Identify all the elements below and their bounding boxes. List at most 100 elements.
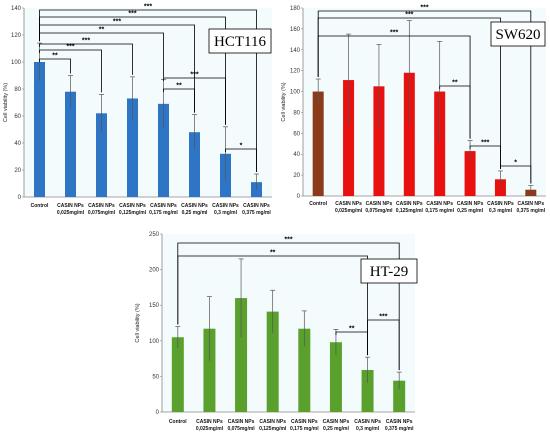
chart-title-box	[208, 28, 272, 54]
significance-label: **	[52, 53, 58, 60]
x-tick-label: CASIN NPs	[291, 419, 318, 425]
significance-bracket: *	[500, 160, 532, 184]
x-tick-label: CASIN NPs	[517, 201, 544, 207]
significance-bracket: ***	[39, 44, 102, 93]
x-tick-label: CASIN NPs	[181, 203, 208, 209]
sw620-chart: 0 20 40 60 80 100 120 140 160 180 Cell viability (…	[281, 5, 546, 214]
y-tick-label: 250	[149, 232, 160, 238]
y-tick-label: 160	[290, 27, 301, 33]
y-tick-label: 0	[156, 410, 160, 416]
x-tick-label: CASIN NPs	[426, 201, 453, 207]
significance-label: **	[270, 250, 276, 257]
x-tick-label: CASIN NPs	[335, 201, 362, 207]
significance-line	[163, 88, 195, 113]
y-tick-label: 120	[290, 69, 301, 75]
significance-bracket: **	[439, 80, 471, 139]
y-tick-label: 180	[290, 6, 301, 12]
x-tick-label: 0,025mg/ml	[196, 426, 224, 432]
significance-bracket: ***	[469, 140, 501, 169]
bar-4	[158, 103, 169, 197]
significance-line	[39, 58, 71, 74]
bar-6	[361, 369, 374, 412]
x-tick-label: 0,25 mg/ml	[182, 210, 208, 216]
y-axis-label: Cell viability (%)	[3, 83, 9, 122]
chart-title-box	[490, 21, 546, 47]
x-tick-label: 0,3 mg/ml	[489, 208, 513, 214]
x-tick-label: 0,375 mg/ml	[242, 210, 271, 216]
x-tick-label: 0,075mg/ml	[88, 210, 116, 216]
x-tick-label: CASIN NPs	[119, 203, 146, 209]
significance-label: ***	[128, 11, 136, 18]
bar-2	[373, 86, 385, 196]
bar-4	[298, 328, 311, 412]
significance-label: **	[349, 326, 355, 333]
y-tick-label: 40	[293, 152, 300, 158]
chart-title: HCT116	[214, 34, 266, 50]
x-tick-label: Control	[309, 201, 327, 207]
x-tick-label: 0,125mg/ml	[396, 208, 424, 214]
significance-label: **	[176, 83, 182, 90]
y-axis-label: Cell viability (%)	[281, 82, 287, 121]
hct116-chart-panel: 0 20 40 60 80 100 120 140 Cell viability (%) Cont…	[0, 0, 278, 220]
x-tick-label: CASIN NPs	[212, 203, 239, 209]
significance-line	[39, 49, 102, 93]
x-tick-label: CASIN NPs	[57, 203, 84, 209]
bar-5	[189, 132, 200, 197]
bar-0	[171, 337, 184, 412]
significance-label: ***	[190, 72, 198, 79]
x-tick-label: 0,125mg/ml	[259, 426, 287, 432]
bar-1	[65, 91, 76, 197]
significance-line	[39, 43, 133, 75]
significance-line	[367, 319, 400, 371]
x-tick-label: CASIN NPs	[323, 419, 350, 425]
x-tick-label: 0,175 mg/ml	[425, 208, 454, 214]
bar-7	[393, 380, 406, 412]
bar-2	[235, 298, 248, 412]
bar-3	[403, 72, 415, 196]
x-tick-label: Control	[169, 419, 187, 425]
y-tick-label: 80	[293, 110, 300, 116]
y-tick-label: 60	[14, 114, 21, 120]
y-tick-label: 150	[149, 303, 160, 309]
significance-line	[439, 85, 471, 139]
x-tick-label: CASIN NPs	[386, 419, 413, 425]
x-tick-label: CASIN NPs	[88, 203, 115, 209]
significance-line	[225, 148, 257, 173]
bar-3	[266, 311, 279, 412]
bar-0	[312, 91, 324, 196]
significance-bracket: **	[39, 27, 164, 78]
y-tick-label: 0	[297, 194, 301, 200]
x-tick-label: 0,175 mg/ml	[290, 426, 319, 432]
y-tick-label: 100	[149, 339, 160, 345]
bar-5	[329, 342, 342, 412]
x-tick-label: 0,25 mg/ml	[323, 426, 349, 432]
bar-4	[434, 91, 446, 196]
significance-bracket: **	[39, 53, 71, 74]
x-tick-label: 0,25 mg/ml	[457, 208, 483, 214]
bar-0	[34, 62, 45, 197]
significance-label: ***	[113, 19, 121, 26]
significance-label: **	[452, 80, 458, 87]
significance-label: ***	[284, 237, 292, 244]
x-tick-label: CASIN NPs	[366, 201, 393, 207]
significance-line	[469, 145, 501, 169]
significance-line	[163, 77, 226, 125]
hct116-chart: 0 20 40 60 80 100 120 140 Cell viability (%) Cont…	[3, 4, 272, 216]
x-tick-label: 0,175 mg/ml	[149, 210, 178, 216]
significance-bracket: ***	[367, 314, 400, 371]
x-tick-label: 0,3 mg/ml	[356, 426, 380, 432]
y-tick-label: 50	[152, 374, 159, 380]
significance-bracket: *	[225, 143, 257, 173]
x-tick-label: CASIN NPs	[259, 419, 286, 425]
significance-label: *	[240, 143, 243, 150]
y-tick-label: 100	[290, 90, 301, 96]
significance-label: ***	[66, 44, 74, 51]
bar-1	[343, 80, 355, 196]
bar-5	[464, 151, 476, 196]
y-tick-label: 80	[14, 87, 21, 93]
x-tick-label: CASIN NPs	[396, 201, 423, 207]
x-tick-label: 0,375 mg/ml	[385, 426, 414, 432]
y-tick-label: 40	[14, 141, 21, 147]
bar-2	[96, 113, 107, 197]
ht29-chart-panel: 0 50 100 150 200 250 Cell viability (%) Control…	[130, 222, 420, 440]
